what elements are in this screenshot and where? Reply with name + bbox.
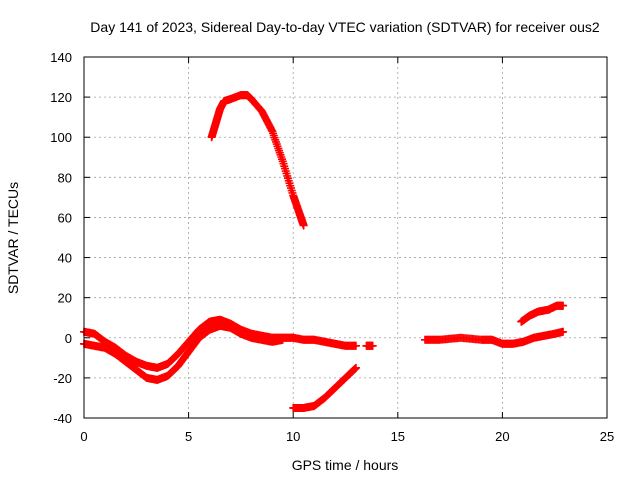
data-point <box>278 335 287 344</box>
y-tick-label: 140 <box>50 50 72 65</box>
x-tick-label: 5 <box>185 429 192 444</box>
plot-frame <box>83 56 608 419</box>
chart-title: Day 141 of 2023, Sidereal Day-to-day VTE… <box>90 19 600 35</box>
series-arc-3 <box>207 91 308 230</box>
y-tick-label: 100 <box>50 130 72 145</box>
y-tick-label: -20 <box>53 371 72 386</box>
y-tick-label: 60 <box>58 210 72 225</box>
y-tick-label: 20 <box>58 291 72 306</box>
y-tick-label: 40 <box>58 251 72 266</box>
y-tick-label: 80 <box>58 170 72 185</box>
y-tick-label: 0 <box>65 331 72 346</box>
series-arc-7 <box>517 301 568 326</box>
x-tick-label: 0 <box>80 429 87 444</box>
data-point <box>559 301 568 310</box>
y-axis-label: SDTVAR / TECUs <box>5 182 21 294</box>
series-arc-5 <box>362 341 377 350</box>
series-arc-4 <box>289 363 360 412</box>
x-axis-label: GPS time / hours <box>292 457 399 473</box>
y-tick-label: 120 <box>50 90 72 105</box>
data-points <box>80 91 568 412</box>
x-tick-label: 25 <box>600 429 614 444</box>
data-point <box>368 341 377 350</box>
x-tick-label: 15 <box>391 429 405 444</box>
axis-ticks: 0 5 10 15 20 25 -40 -20 0 20 40 60 80 100 120 140 <box>50 50 614 444</box>
y-tick-label: -40 <box>53 411 72 426</box>
x-tick-label: 20 <box>495 429 509 444</box>
x-tick-label: 10 <box>286 429 300 444</box>
data-point <box>351 341 360 350</box>
data-point <box>351 363 360 372</box>
data-point <box>559 327 568 336</box>
series-arc-2 <box>80 321 287 384</box>
data-point <box>299 221 308 230</box>
series-arc-6 <box>420 327 568 348</box>
